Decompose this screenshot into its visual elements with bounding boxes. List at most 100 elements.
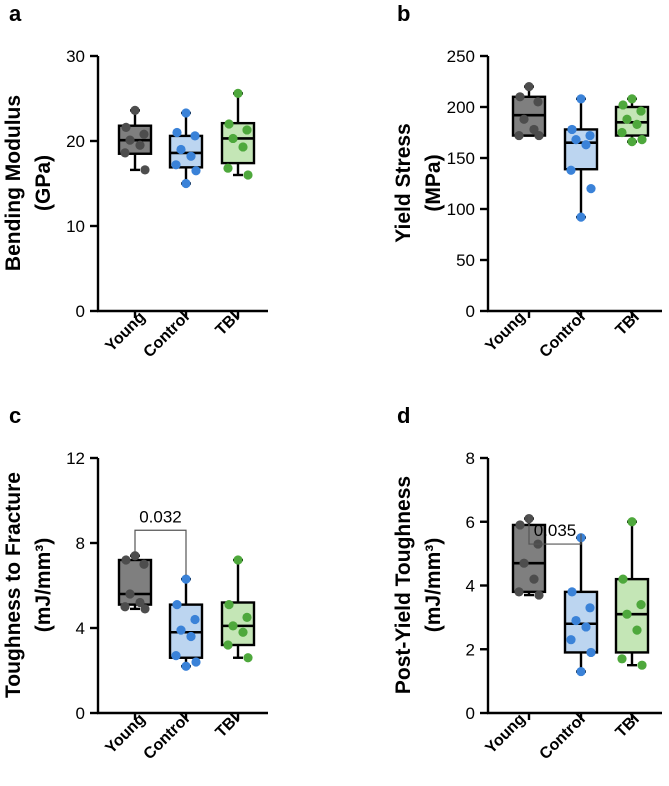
box-young: Young: [482, 82, 547, 355]
y-tick-label: 20: [66, 132, 85, 151]
y-tick-label: 6: [466, 513, 475, 532]
y-tick-label: 0: [76, 302, 85, 321]
data-point-tbi: [224, 600, 234, 610]
data-point-control: [571, 135, 581, 145]
box-young: Young: [102, 551, 153, 757]
data-point-young: [529, 124, 539, 135]
data-point-tbi: [632, 625, 642, 635]
panel-label: d: [397, 403, 410, 428]
data-point-tbi: [238, 627, 248, 637]
data-point-young: [524, 82, 534, 92]
panel-label: c: [9, 403, 21, 428]
data-point-control: [181, 178, 191, 189]
data-point-control: [576, 94, 586, 104]
data-point-tbi: [223, 163, 233, 173]
data-point-control: [186, 631, 196, 642]
data-point-tbi: [228, 621, 238, 631]
y-axis-label: Bending Modulus: [2, 95, 25, 271]
x-category-label: Control: [537, 309, 589, 361]
y-tick-label: 250: [447, 47, 475, 66]
data-point-tbi: [632, 119, 642, 129]
data-point-control: [576, 666, 586, 677]
data-point-young: [135, 140, 145, 150]
data-point-control: [571, 615, 581, 626]
data-point-tbi: [618, 574, 628, 584]
y-tick-label: 200: [447, 98, 475, 117]
y-tick-label: 0: [466, 704, 475, 723]
x-category-label: Control: [141, 711, 193, 763]
data-point-tbi: [637, 135, 647, 145]
y-axis-label: (GPa): [32, 155, 55, 211]
panel-c: c Toughness to Fracture (mJ/mm³) 0 4 8 12 Young…: [2, 403, 268, 763]
data-point-young: [121, 122, 131, 132]
data-point-young: [120, 148, 130, 158]
box-tbi: TBI: [213, 88, 256, 339]
data-point-tbi: [636, 600, 646, 610]
x-category-label: Control: [537, 711, 589, 763]
data-point-control: [581, 622, 591, 632]
data-point-young: [121, 555, 131, 565]
box-tbi: TBI: [613, 94, 650, 339]
data-point-young: [533, 97, 543, 107]
data-point-control: [176, 144, 186, 155]
data-point-young: [140, 604, 150, 614]
data-point-young: [139, 559, 149, 569]
p-value-label: 0.035: [534, 521, 577, 540]
y-tick-label: 100: [447, 200, 475, 219]
data-point-control: [586, 184, 596, 194]
data-point-tbi: [224, 119, 234, 129]
data-point-control: [172, 600, 182, 610]
box-young: Young: [102, 105, 153, 355]
data-point-tbi: [238, 142, 248, 152]
x-category-label: TBI: [613, 309, 643, 339]
data-point-control: [191, 166, 201, 176]
iqr-box-tbi: [614, 577, 650, 654]
significance-bracket: [528, 514, 582, 545]
panel-label: a: [9, 1, 22, 26]
panel-label: b: [397, 1, 410, 26]
y-tick-label: 8: [466, 449, 475, 468]
data-point-control: [191, 657, 201, 667]
iqr-box-control: [563, 128, 599, 171]
data-point-young: [534, 590, 544, 600]
y-tick-label: 8: [76, 534, 85, 553]
data-point-tbi: [233, 88, 243, 98]
data-point-control: [581, 140, 591, 150]
data-point-tbi: [243, 170, 253, 180]
p-value-label: 0.032: [139, 507, 182, 526]
x-category-label: Young: [482, 711, 528, 757]
y-tick-label: 150: [447, 149, 475, 168]
data-point-young: [514, 130, 524, 141]
data-point-young: [125, 135, 135, 145]
data-point-control: [585, 130, 595, 141]
data-point-control: [585, 603, 595, 613]
data-point-young: [519, 114, 529, 124]
data-point-control: [567, 124, 577, 135]
y-tick-label: 4: [466, 577, 475, 596]
data-point-tbi: [627, 94, 637, 104]
data-point-control: [186, 151, 196, 161]
data-point-young: [130, 551, 140, 561]
x-category-label: Young: [482, 309, 528, 355]
x-category-label: Control: [141, 309, 193, 361]
data-point-tbi: [243, 653, 253, 663]
data-point-control: [172, 127, 182, 138]
data-point-control: [171, 160, 181, 170]
data-point-young: [514, 587, 524, 597]
data-point-tbi: [627, 517, 637, 527]
y-tick-label: 50: [456, 251, 475, 270]
box-tbi: TBI: [613, 517, 650, 741]
y-axis-label: (mJ/mm³): [32, 538, 55, 633]
iqr-box-tbi: [220, 121, 256, 165]
data-point-young: [135, 597, 145, 608]
data-point-young: [139, 129, 149, 139]
data-point-young: [120, 602, 130, 612]
iqr-box-tbi: [220, 601, 256, 647]
y-tick-label: 10: [66, 217, 85, 236]
data-point-control: [171, 651, 181, 661]
data-point-tbi: [617, 654, 627, 664]
y-axis-label: Yield Stress: [392, 123, 415, 242]
data-point-tbi: [622, 609, 632, 619]
data-point-control: [576, 212, 586, 222]
